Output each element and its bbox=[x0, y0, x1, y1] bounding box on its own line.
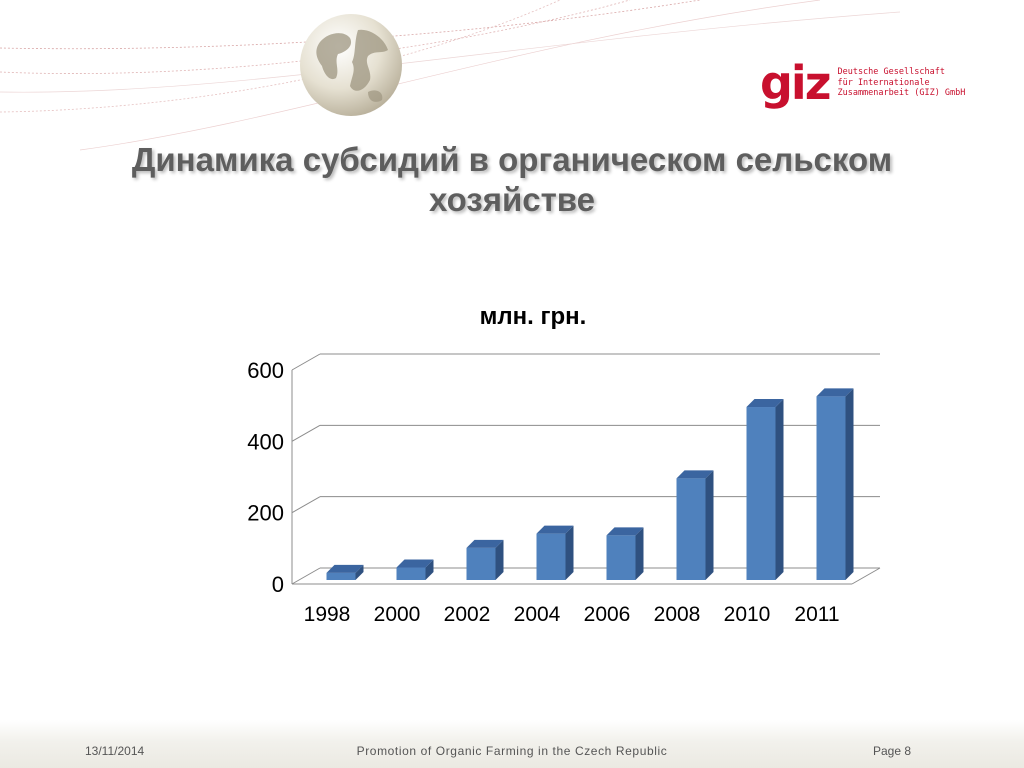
bar-top bbox=[536, 525, 574, 534]
bar-side bbox=[425, 559, 434, 580]
bar-1998 bbox=[326, 564, 364, 580]
bar-top bbox=[746, 399, 784, 408]
bar-side bbox=[355, 564, 364, 580]
x-tick-label: 2002 bbox=[444, 603, 491, 626]
bar-side bbox=[495, 539, 504, 580]
y-tick-label: 0 bbox=[272, 572, 284, 597]
title-line-1: Динамика субсидий в органическом сельско… bbox=[131, 141, 893, 178]
title-line-2: хозяйстве bbox=[429, 181, 595, 218]
giz-logo-text: Deutsche Gesellschaft für Internationale… bbox=[837, 67, 965, 99]
logo-line-3: Zusammenarbeit (GIZ) GmbH bbox=[837, 88, 966, 99]
bar-front bbox=[326, 572, 356, 580]
bar-top bbox=[606, 527, 644, 536]
logo-line-2: für Internationale bbox=[837, 77, 930, 88]
bar-2000 bbox=[396, 559, 434, 580]
bar-top bbox=[816, 388, 854, 397]
footer-center-text: Promotion of Organic Farming in the Czec… bbox=[356, 744, 668, 758]
bar-front bbox=[746, 407, 776, 580]
grid-connector-2 bbox=[291, 424, 321, 442]
bar-side bbox=[845, 388, 854, 580]
bar-2011 bbox=[816, 388, 854, 580]
bar-front bbox=[816, 396, 846, 580]
bar-side bbox=[635, 527, 644, 580]
grid-connector-0 bbox=[291, 567, 321, 585]
page-title: Динамика субсидий в органическом сельско… bbox=[80, 140, 944, 220]
y-tick-label: 200 bbox=[247, 501, 284, 526]
bar-front bbox=[536, 533, 566, 580]
bar-side bbox=[705, 470, 714, 580]
x-tick-label: 2000 bbox=[374, 603, 421, 626]
y-tick-label: 600 bbox=[247, 358, 284, 383]
x-tick-label: 1998 bbox=[304, 603, 351, 626]
bar-side bbox=[775, 399, 784, 580]
bar-2010 bbox=[746, 399, 784, 580]
giz-logo: giz Deutsche Gesellschaft für Internatio… bbox=[760, 60, 965, 106]
bar-chart: 0 200 400 600 1998 2000 2002 2004 2006 2008 2010 20… bbox=[247, 303, 881, 626]
giz-logo-mark: giz bbox=[760, 56, 831, 110]
bar-top bbox=[396, 559, 434, 568]
bar-top bbox=[326, 564, 364, 573]
x-tick-label: 2008 bbox=[654, 603, 701, 626]
x-tick-label: 2010 bbox=[724, 603, 771, 626]
grid-connector-3 bbox=[291, 353, 321, 371]
footer-date: 13/11/2014 bbox=[85, 744, 145, 758]
grid-connector-1 bbox=[291, 496, 321, 514]
y-tick-label: 400 bbox=[247, 429, 284, 454]
chart-title: млн. грн. bbox=[480, 303, 587, 330]
bar-front bbox=[466, 547, 496, 580]
bar-front bbox=[676, 478, 706, 580]
bar-side bbox=[565, 525, 574, 580]
logo-line-1: Deutsche Gesellschaft bbox=[837, 67, 945, 78]
x-tick-label: 2006 bbox=[584, 603, 631, 626]
footer-page-number: Page 8 bbox=[873, 744, 912, 758]
x-tick-label: 2011 bbox=[794, 603, 839, 626]
globe-icon bbox=[300, 14, 402, 116]
bar-front bbox=[606, 535, 636, 580]
footer-band bbox=[0, 720, 1024, 768]
bar-2006 bbox=[606, 527, 644, 580]
floor-right-edge bbox=[851, 567, 881, 585]
bar-front bbox=[396, 567, 426, 580]
bar-2002 bbox=[466, 539, 504, 580]
bar-2008 bbox=[676, 470, 714, 580]
bar-2004 bbox=[536, 525, 574, 580]
bar-top bbox=[676, 470, 714, 479]
bar-top bbox=[466, 539, 504, 548]
x-tick-label: 2004 bbox=[514, 603, 561, 626]
